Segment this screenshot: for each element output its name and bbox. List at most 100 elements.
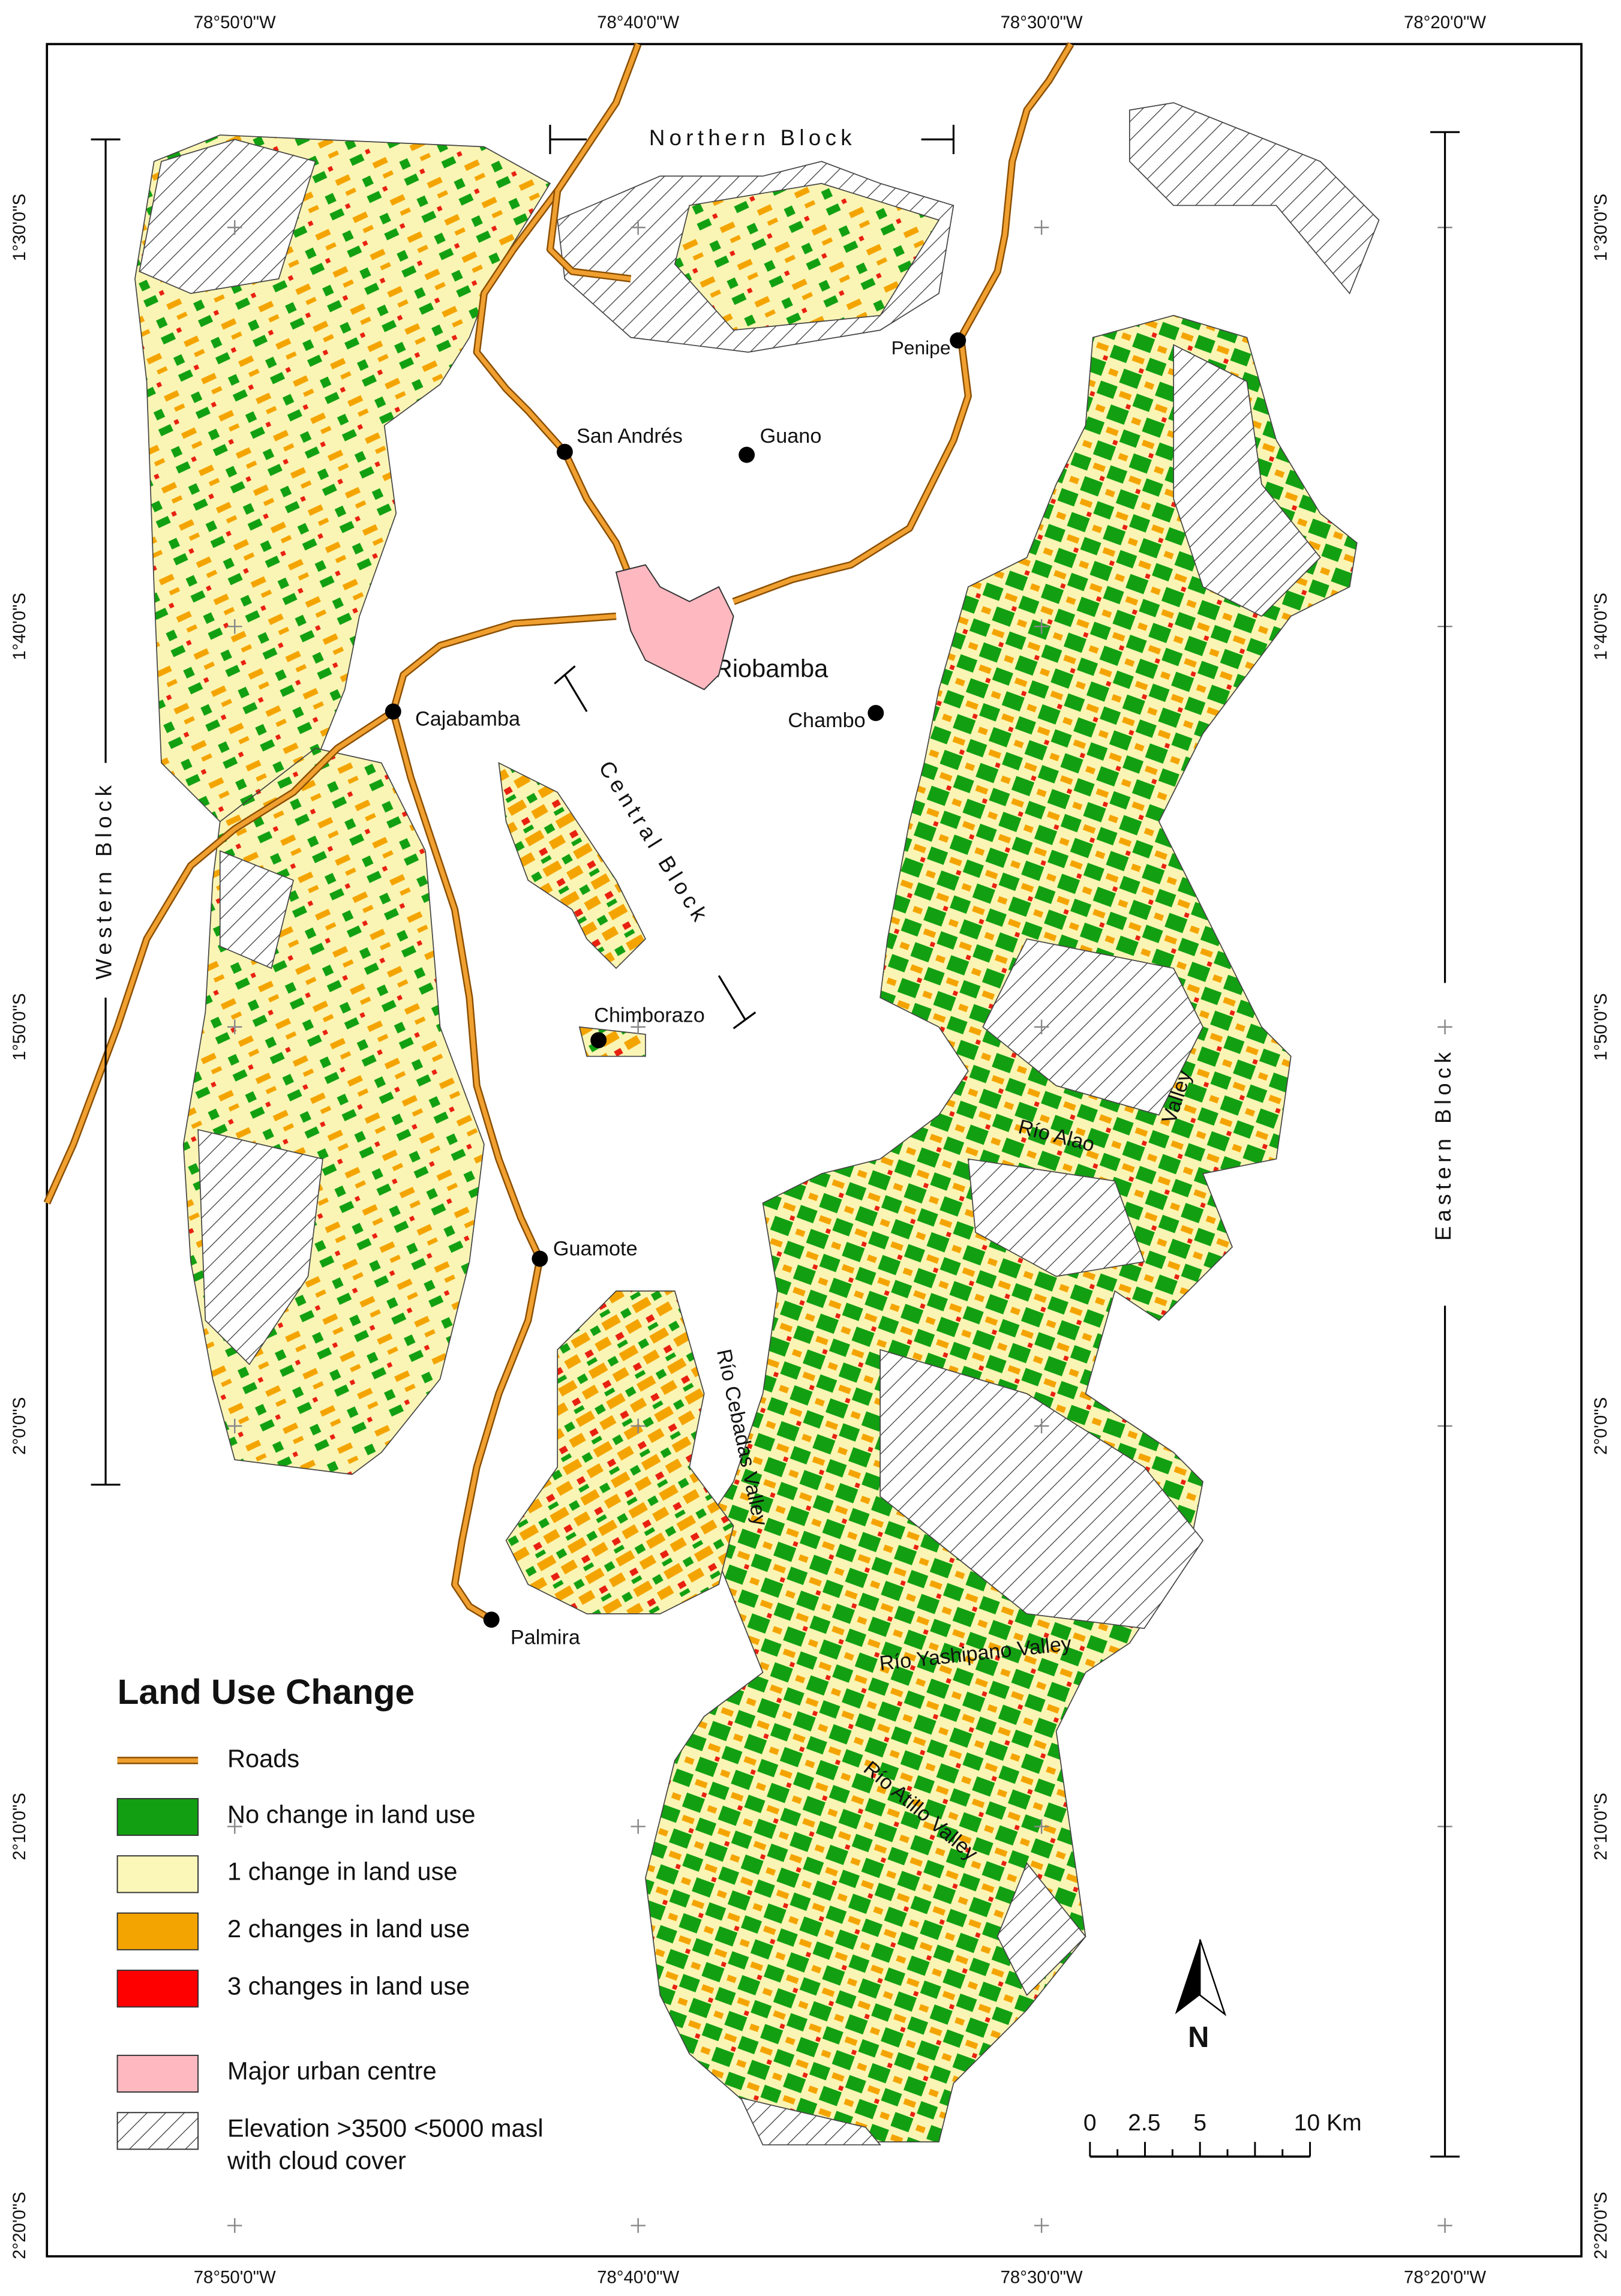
highland-area	[219, 850, 295, 970]
place-dot	[867, 705, 884, 721]
graticule-cross	[1034, 1418, 1049, 1434]
graticule-cross	[631, 1819, 646, 1834]
place-dot	[385, 703, 401, 720]
cebadas-west	[505, 1290, 734, 1614]
highland-area	[139, 139, 316, 295]
scale-label: 0	[1083, 2110, 1097, 2136]
highland-area	[740, 2097, 881, 2145]
urban-centre	[615, 564, 734, 691]
scale-label: 5	[1193, 2110, 1206, 2136]
northern-block-land	[674, 182, 940, 331]
legend-swatch	[116, 1797, 199, 1836]
western-block-north	[134, 134, 551, 823]
longitude-label: 78°30'0"W	[1001, 13, 1083, 32]
place-dot	[739, 446, 755, 463]
latitude-label: 2°10'0"S	[10, 1793, 29, 1860]
block-label: Eastern Block	[1431, 1048, 1455, 1241]
place-dot	[556, 443, 573, 460]
graticule-cross	[631, 1019, 646, 1034]
scale-label: 2.5	[1128, 2110, 1160, 2136]
latitude-label: 2°10'0"S	[1591, 1793, 1611, 1860]
longitude-label: 78°40'0"W	[597, 13, 679, 32]
highland-area	[1173, 344, 1321, 617]
latitude-label: 2°0'0"S	[10, 1397, 29, 1455]
highland-area	[982, 938, 1204, 1116]
road	[475, 43, 641, 581]
north-arrow	[1199, 1939, 1227, 2016]
highland-area	[967, 1158, 1145, 1277]
legend-swatch	[116, 2054, 199, 2093]
place-label: Penipe	[891, 337, 951, 358]
road	[391, 711, 542, 1622]
place-dot	[532, 1250, 548, 1267]
scale-label: 10 Km	[1294, 2110, 1362, 2136]
block-bracket	[1430, 131, 1460, 2158]
graticule-cross	[1034, 1819, 1049, 1834]
latitude-label: 1°50'0"S	[10, 993, 29, 1061]
highland-area	[197, 1129, 323, 1365]
place-dot	[950, 332, 966, 349]
graticule-cross	[1034, 2218, 1049, 2233]
longitude-label: 78°40'0"W	[597, 2267, 679, 2287]
legend-label: 1 change in land use	[227, 1857, 457, 1886]
graticule-cross	[631, 220, 646, 235]
graticule-cross	[631, 2218, 646, 2233]
place-label: Riobamba	[715, 655, 828, 683]
legend-swatch	[116, 1855, 199, 1893]
legend-swatch	[116, 1970, 199, 2008]
place-label: Chimborazo	[594, 1004, 704, 1027]
latitude-label: 1°50'0"S	[1591, 993, 1611, 1061]
graticule-cross	[1034, 1019, 1049, 1034]
graticule-cross	[227, 1019, 242, 1034]
block-label: Northern Block	[649, 125, 856, 150]
graticule-cross	[1034, 619, 1049, 634]
graticule-cross	[1437, 2218, 1452, 2233]
legend-label: Elevation >3500 <5000 masl	[227, 2114, 544, 2142]
road	[44, 614, 617, 1204]
block-bracket	[549, 124, 955, 154]
legend-label: No change in land use	[227, 1800, 475, 1828]
legend-title: Land Use Change	[118, 1673, 415, 1712]
graticule-cross	[227, 1819, 242, 1834]
highland-area	[996, 1862, 1086, 1997]
legend-swatch	[116, 2112, 199, 2150]
graticule-cross	[631, 1418, 646, 1434]
latitude-label: 2°20'0"S	[1591, 2192, 1611, 2259]
graticule-cross	[1034, 220, 1049, 235]
central-block	[498, 762, 646, 970]
latitude-label: 1°30'0"S	[10, 194, 29, 262]
graticule-cross	[227, 220, 242, 235]
graticule-cross	[1437, 1019, 1452, 1034]
latitude-label: 1°30'0"S	[1591, 194, 1611, 262]
block-bracket	[554, 665, 757, 1030]
place-label: Chambo	[788, 709, 865, 732]
longitude-label: 78°50'0"W	[194, 13, 276, 32]
place-label: San Andrés	[577, 425, 683, 448]
place-label: Guano	[760, 425, 822, 448]
place-dot	[590, 1032, 607, 1049]
legend-label: 2 changes in land use	[227, 1914, 470, 1943]
legend-label: Roads	[227, 1744, 299, 1772]
place-label: Guamote	[553, 1237, 638, 1260]
latitude-label: 1°40'0"S	[10, 593, 29, 661]
legend-swatch	[116, 1912, 199, 1950]
block-label: Western Block	[92, 781, 116, 980]
longitude-label: 78°20'0"W	[1404, 2267, 1486, 2287]
longitude-label: 78°50'0"W	[194, 2267, 276, 2287]
graticule-cross	[227, 1418, 242, 1434]
graticule-cross	[227, 619, 242, 634]
place-dot	[483, 1611, 500, 1628]
latitude-label: 1°40'0"S	[1591, 593, 1611, 661]
legend-label: Major urban centre	[227, 2057, 437, 2085]
block-bracket	[91, 138, 121, 1486]
highland-area	[879, 1349, 1204, 1629]
terrain	[134, 102, 1380, 2145]
latitude-label: 2°20'0"S	[10, 2192, 29, 2259]
north-label: N	[1188, 2021, 1209, 2054]
highland-area	[1128, 102, 1380, 295]
legend-label: with cloud cover	[227, 2146, 406, 2174]
place-label: Palmira	[511, 1626, 581, 1649]
